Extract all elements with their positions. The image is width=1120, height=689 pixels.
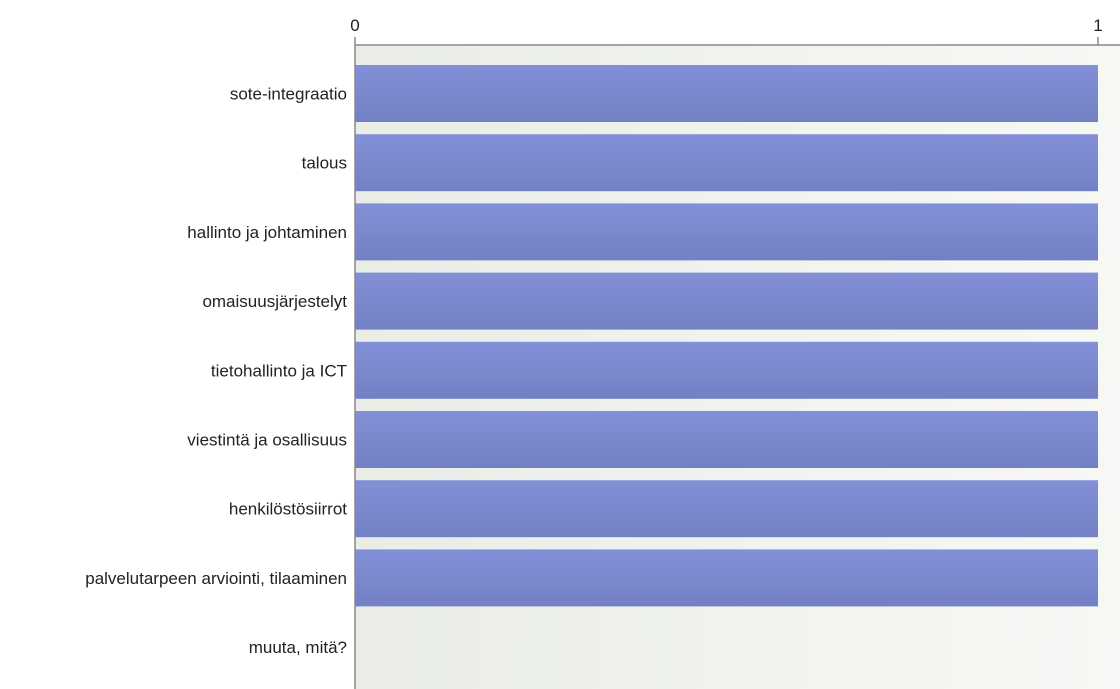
category-label: sote-integraatio [230, 85, 347, 104]
category-label: palvelutarpeen arviointi, tilaaminen [85, 569, 347, 588]
bar [355, 549, 1098, 607]
category-label: tietohallinto ja ICT [211, 361, 347, 380]
category-label: muuta, mitä? [249, 638, 347, 657]
x-tick-label: 0 [350, 16, 359, 35]
bar [355, 134, 1098, 192]
category-label: talous [302, 154, 347, 173]
bar [355, 411, 1098, 468]
category-label: hallinto ja johtaminen [187, 223, 347, 242]
bar [355, 203, 1098, 261]
category-label: omaisuusjärjestelyt [202, 292, 347, 311]
bar [355, 480, 1098, 538]
bar [355, 341, 1098, 399]
x-tick-label: 1 [1093, 16, 1102, 35]
bar [355, 65, 1098, 122]
bars [355, 65, 1098, 607]
category-labels: sote-integraatio talous hallinto ja johtam… [85, 85, 347, 658]
category-label: viestintä ja osallisuus [187, 431, 347, 450]
bar [355, 272, 1098, 330]
category-label: henkilöstösiirrot [229, 500, 347, 519]
